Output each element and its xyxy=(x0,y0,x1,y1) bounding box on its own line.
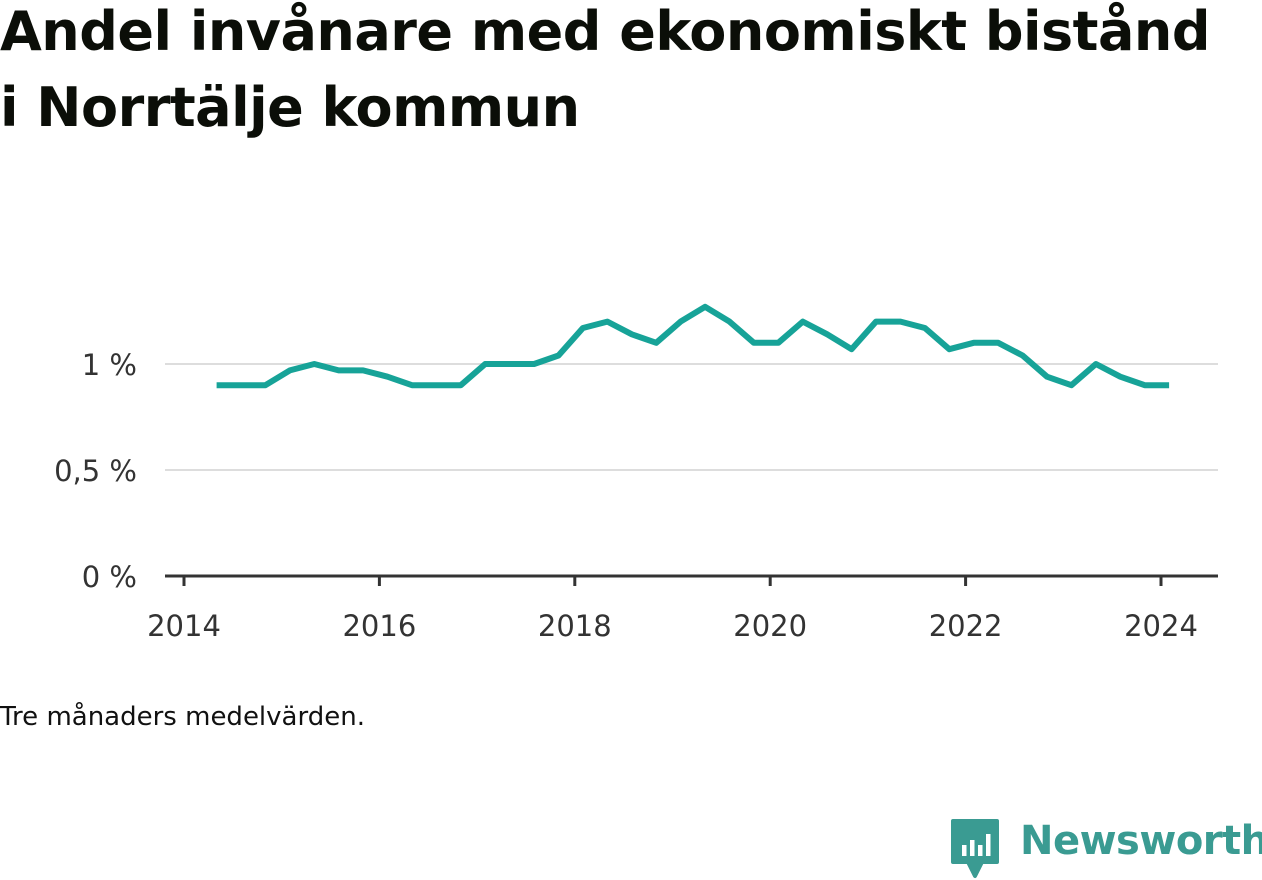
newsworthy-logo-icon xyxy=(951,819,999,878)
series-line xyxy=(216,303,1170,389)
y-tick-label: 0,5 % xyxy=(54,454,137,488)
series-layer xyxy=(216,303,1170,389)
x-tick-label: 2024 xyxy=(1124,609,1198,643)
y-axis-labels: 0 % 0,5 % 1 % xyxy=(54,348,137,594)
y-tick-label: 0 % xyxy=(82,560,137,594)
x-tick-label: 2022 xyxy=(929,609,1003,643)
gridlines xyxy=(165,363,1218,471)
newsworthy-logo[interactable]: Newsworthy xyxy=(950,818,1262,880)
x-tick-label: 2020 xyxy=(733,609,807,643)
line-chart: 0 % 0,5 % 1 % 2014 2016 2018 2020 2022 2024 xyxy=(54,303,1218,643)
chart-title: Andel invånare med ekonomiskt bistånd i … xyxy=(0,0,1211,139)
y-tick-label: 1 % xyxy=(82,348,137,382)
brand-name: Newsworthy xyxy=(1020,818,1262,864)
x-tick-label: 2016 xyxy=(342,609,416,643)
x-axis xyxy=(165,574,1218,586)
x-tick-label: 2014 xyxy=(147,609,221,643)
x-tick-label: 2018 xyxy=(538,609,612,643)
chart-note: Tre månaders medelvärden. xyxy=(0,702,365,732)
x-axis-labels: 2014 2016 2018 2020 2022 2024 xyxy=(147,609,1198,643)
